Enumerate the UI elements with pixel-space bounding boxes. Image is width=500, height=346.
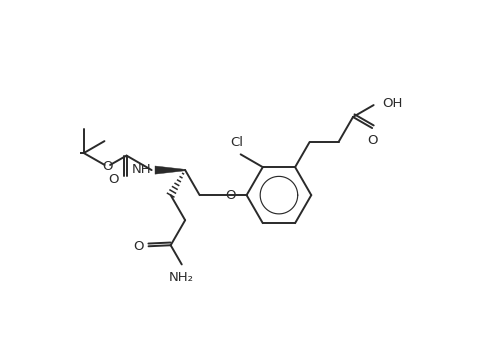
Text: O: O	[133, 240, 143, 253]
Text: Cl: Cl	[230, 136, 243, 149]
Text: O: O	[102, 160, 113, 173]
Text: NH: NH	[132, 163, 152, 175]
Text: O: O	[108, 173, 119, 186]
Text: OH: OH	[382, 97, 402, 110]
Text: O: O	[225, 189, 235, 202]
Polygon shape	[155, 166, 185, 174]
Text: NH₂: NH₂	[169, 271, 194, 283]
Text: O: O	[368, 134, 378, 147]
